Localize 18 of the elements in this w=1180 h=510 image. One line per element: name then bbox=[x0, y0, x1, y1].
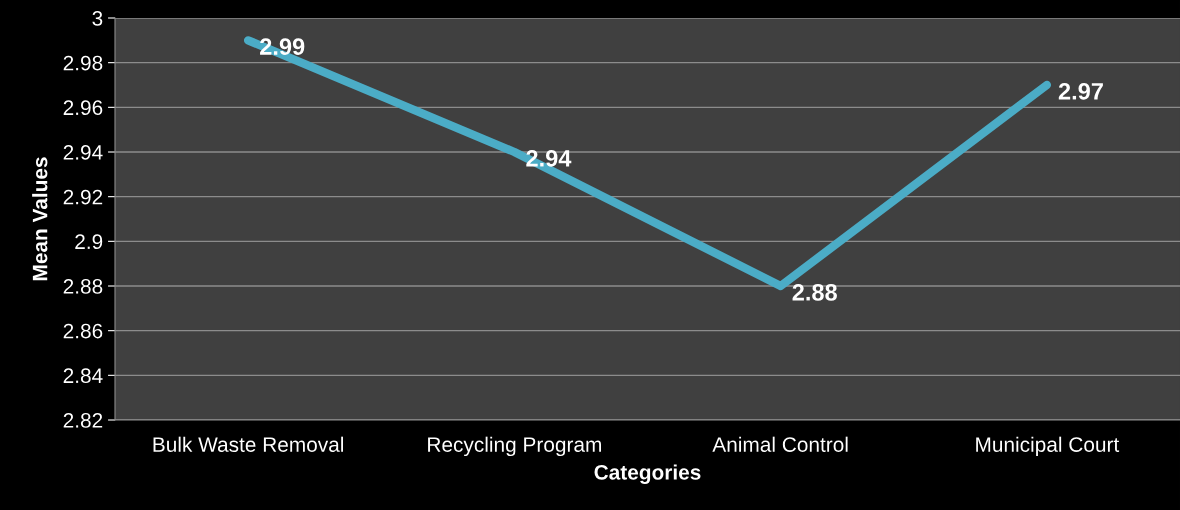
y-tick-label: 2.9 bbox=[75, 234, 103, 250]
y-tick-label: 2.82 bbox=[63, 413, 103, 428]
x-tick-label: Municipal Court bbox=[976, 436, 1120, 457]
y-tick-label: 2.98 bbox=[63, 55, 103, 71]
data-label: 2.88 bbox=[792, 283, 837, 301]
y-tick-label: 2.84 bbox=[63, 368, 103, 384]
x-axis-title: Categories bbox=[594, 464, 701, 484]
y-tick-label: 2.88 bbox=[63, 279, 103, 294]
y-tick-label: 2.92 bbox=[63, 189, 103, 205]
y-tick-label: 2.96 bbox=[63, 100, 103, 116]
data-label: 2.97 bbox=[1058, 82, 1103, 100]
x-tick-label: Animal Control bbox=[712, 436, 848, 452]
y-tick-label: 2.86 bbox=[63, 323, 103, 339]
y-tick-label: 3 bbox=[92, 11, 103, 26]
y-tick-label: 2.94 bbox=[63, 145, 103, 160]
x-tick-label: Bulk Waste Removal bbox=[153, 436, 344, 452]
x-tick-label: Recycling Program bbox=[428, 436, 601, 457]
y-axis-title: Mean Values bbox=[32, 157, 48, 281]
